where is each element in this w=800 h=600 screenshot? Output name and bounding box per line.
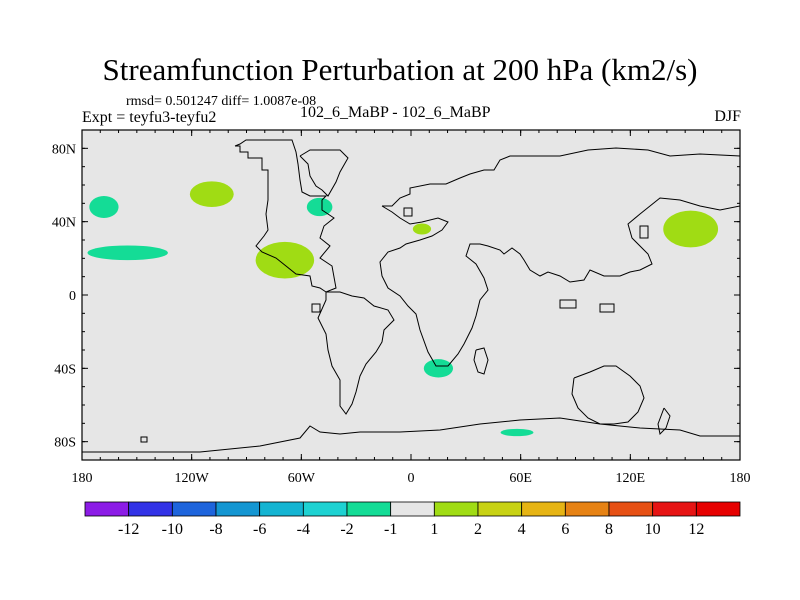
- y-tick-label: 0: [69, 289, 76, 304]
- colorbar-label: 10: [645, 521, 661, 538]
- map-background: [82, 130, 740, 460]
- colorbar-box: [259, 501, 304, 517]
- experiment-label: Expt = teyfu3-teyfu2: [82, 109, 217, 126]
- x-tick-label: 0: [408, 471, 415, 486]
- rmsd-label: rmsd= 0.501247 diff= 1.0087e-08: [126, 94, 317, 109]
- colorbar-box: [608, 501, 654, 517]
- colorbar-label: 2: [474, 521, 482, 538]
- x-tick-label: 180: [730, 471, 751, 486]
- x-tick-label: 120W: [175, 471, 210, 486]
- colorbar-label: -8: [209, 521, 222, 538]
- colorbar-label: 6: [561, 521, 569, 538]
- chart-title: Streamfunction Perturbation at 200 hPa (…: [102, 52, 698, 87]
- x-tick-label: 180: [72, 471, 93, 486]
- region-north-america-southeast-positive: [255, 241, 315, 279]
- colorbar-box: [521, 501, 566, 517]
- colorbar-label: -6: [253, 521, 266, 538]
- coastline-eurasia: [379, 147, 741, 367]
- region-north-pacific-small-negative: [89, 196, 119, 218]
- island-japan: [639, 225, 649, 239]
- x-tick-label: 120E: [616, 471, 646, 486]
- region-east-asia-positive: [663, 210, 719, 248]
- colorbar-label: -2: [340, 521, 353, 538]
- colorbar-label: -4: [297, 521, 310, 538]
- coastlines: [82, 139, 741, 453]
- coastline-south-america: [317, 291, 395, 415]
- x-tick-label: 60E: [509, 471, 532, 486]
- island-indonesia: [559, 299, 577, 309]
- coastline-new-zealand: [657, 407, 671, 436]
- y-tick-label: 80N: [52, 142, 76, 157]
- colorbar-label: -10: [162, 521, 183, 538]
- region-north-pacific-negative: [87, 245, 168, 261]
- x-tick-label: 60W: [288, 471, 316, 486]
- colorbar-box: [215, 501, 261, 517]
- colorbar-box: [564, 501, 610, 517]
- island-caribbean: [311, 303, 321, 313]
- coastline-antarctica: [82, 417, 740, 453]
- coastline-north-america: [234, 139, 337, 293]
- colorbar-box: [695, 501, 741, 517]
- region-southern-ocean-negative: [500, 428, 534, 437]
- coastline-madagascar: [473, 347, 489, 375]
- region-north-america-positive: [189, 181, 234, 208]
- colorbar-label: 1: [430, 521, 438, 538]
- region-mediterranean-positive: [412, 223, 432, 235]
- case-label: 102_6_MaBP - 102_6_MaBP: [300, 104, 491, 121]
- colorbar-box: [477, 501, 523, 517]
- colorbar-box: [433, 501, 479, 517]
- colorbar-box: [346, 501, 392, 517]
- region-greenland-negative: [306, 197, 333, 217]
- y-tick-label: 80S: [54, 436, 76, 451]
- island-new-guinea: [599, 303, 615, 313]
- map-plot: 180 120W 60W 0 60E 120E 180 80N 40N 0 40S 80S: [52, 129, 751, 486]
- colorbar-box: [128, 501, 173, 517]
- season-label: DJF: [714, 108, 741, 125]
- colorbar-box: [84, 501, 130, 517]
- island-north-pacific: [140, 436, 148, 443]
- colorbar-box: [171, 501, 217, 517]
- colorbar: -12 -10 -8 -6 -4 -2 -1 1 2 4 6 8 10 12: [84, 501, 741, 538]
- colorbar-label: 12: [688, 521, 704, 538]
- colorbar-label: 8: [605, 521, 613, 538]
- y-tick-label: 40N: [52, 216, 76, 231]
- island-uk: [403, 207, 413, 217]
- y-tick-label: 40S: [54, 362, 76, 377]
- colorbar-box: [652, 501, 697, 517]
- anomaly-regions: [87, 181, 719, 437]
- coastline-australia: [571, 365, 645, 425]
- colorbar-label: 4: [518, 521, 526, 538]
- axis-ticks: 180 120W 60W 0 60E 120E 180 80N 40N 0 40S 80S: [52, 130, 751, 486]
- colorbar-box: [302, 501, 348, 517]
- colorbar-label: -1: [384, 521, 397, 538]
- colorbar-box: [390, 501, 435, 517]
- coastline-greenland: [299, 149, 349, 197]
- colorbar-label: -12: [118, 521, 139, 538]
- region-south-atlantic-negative: [423, 359, 454, 378]
